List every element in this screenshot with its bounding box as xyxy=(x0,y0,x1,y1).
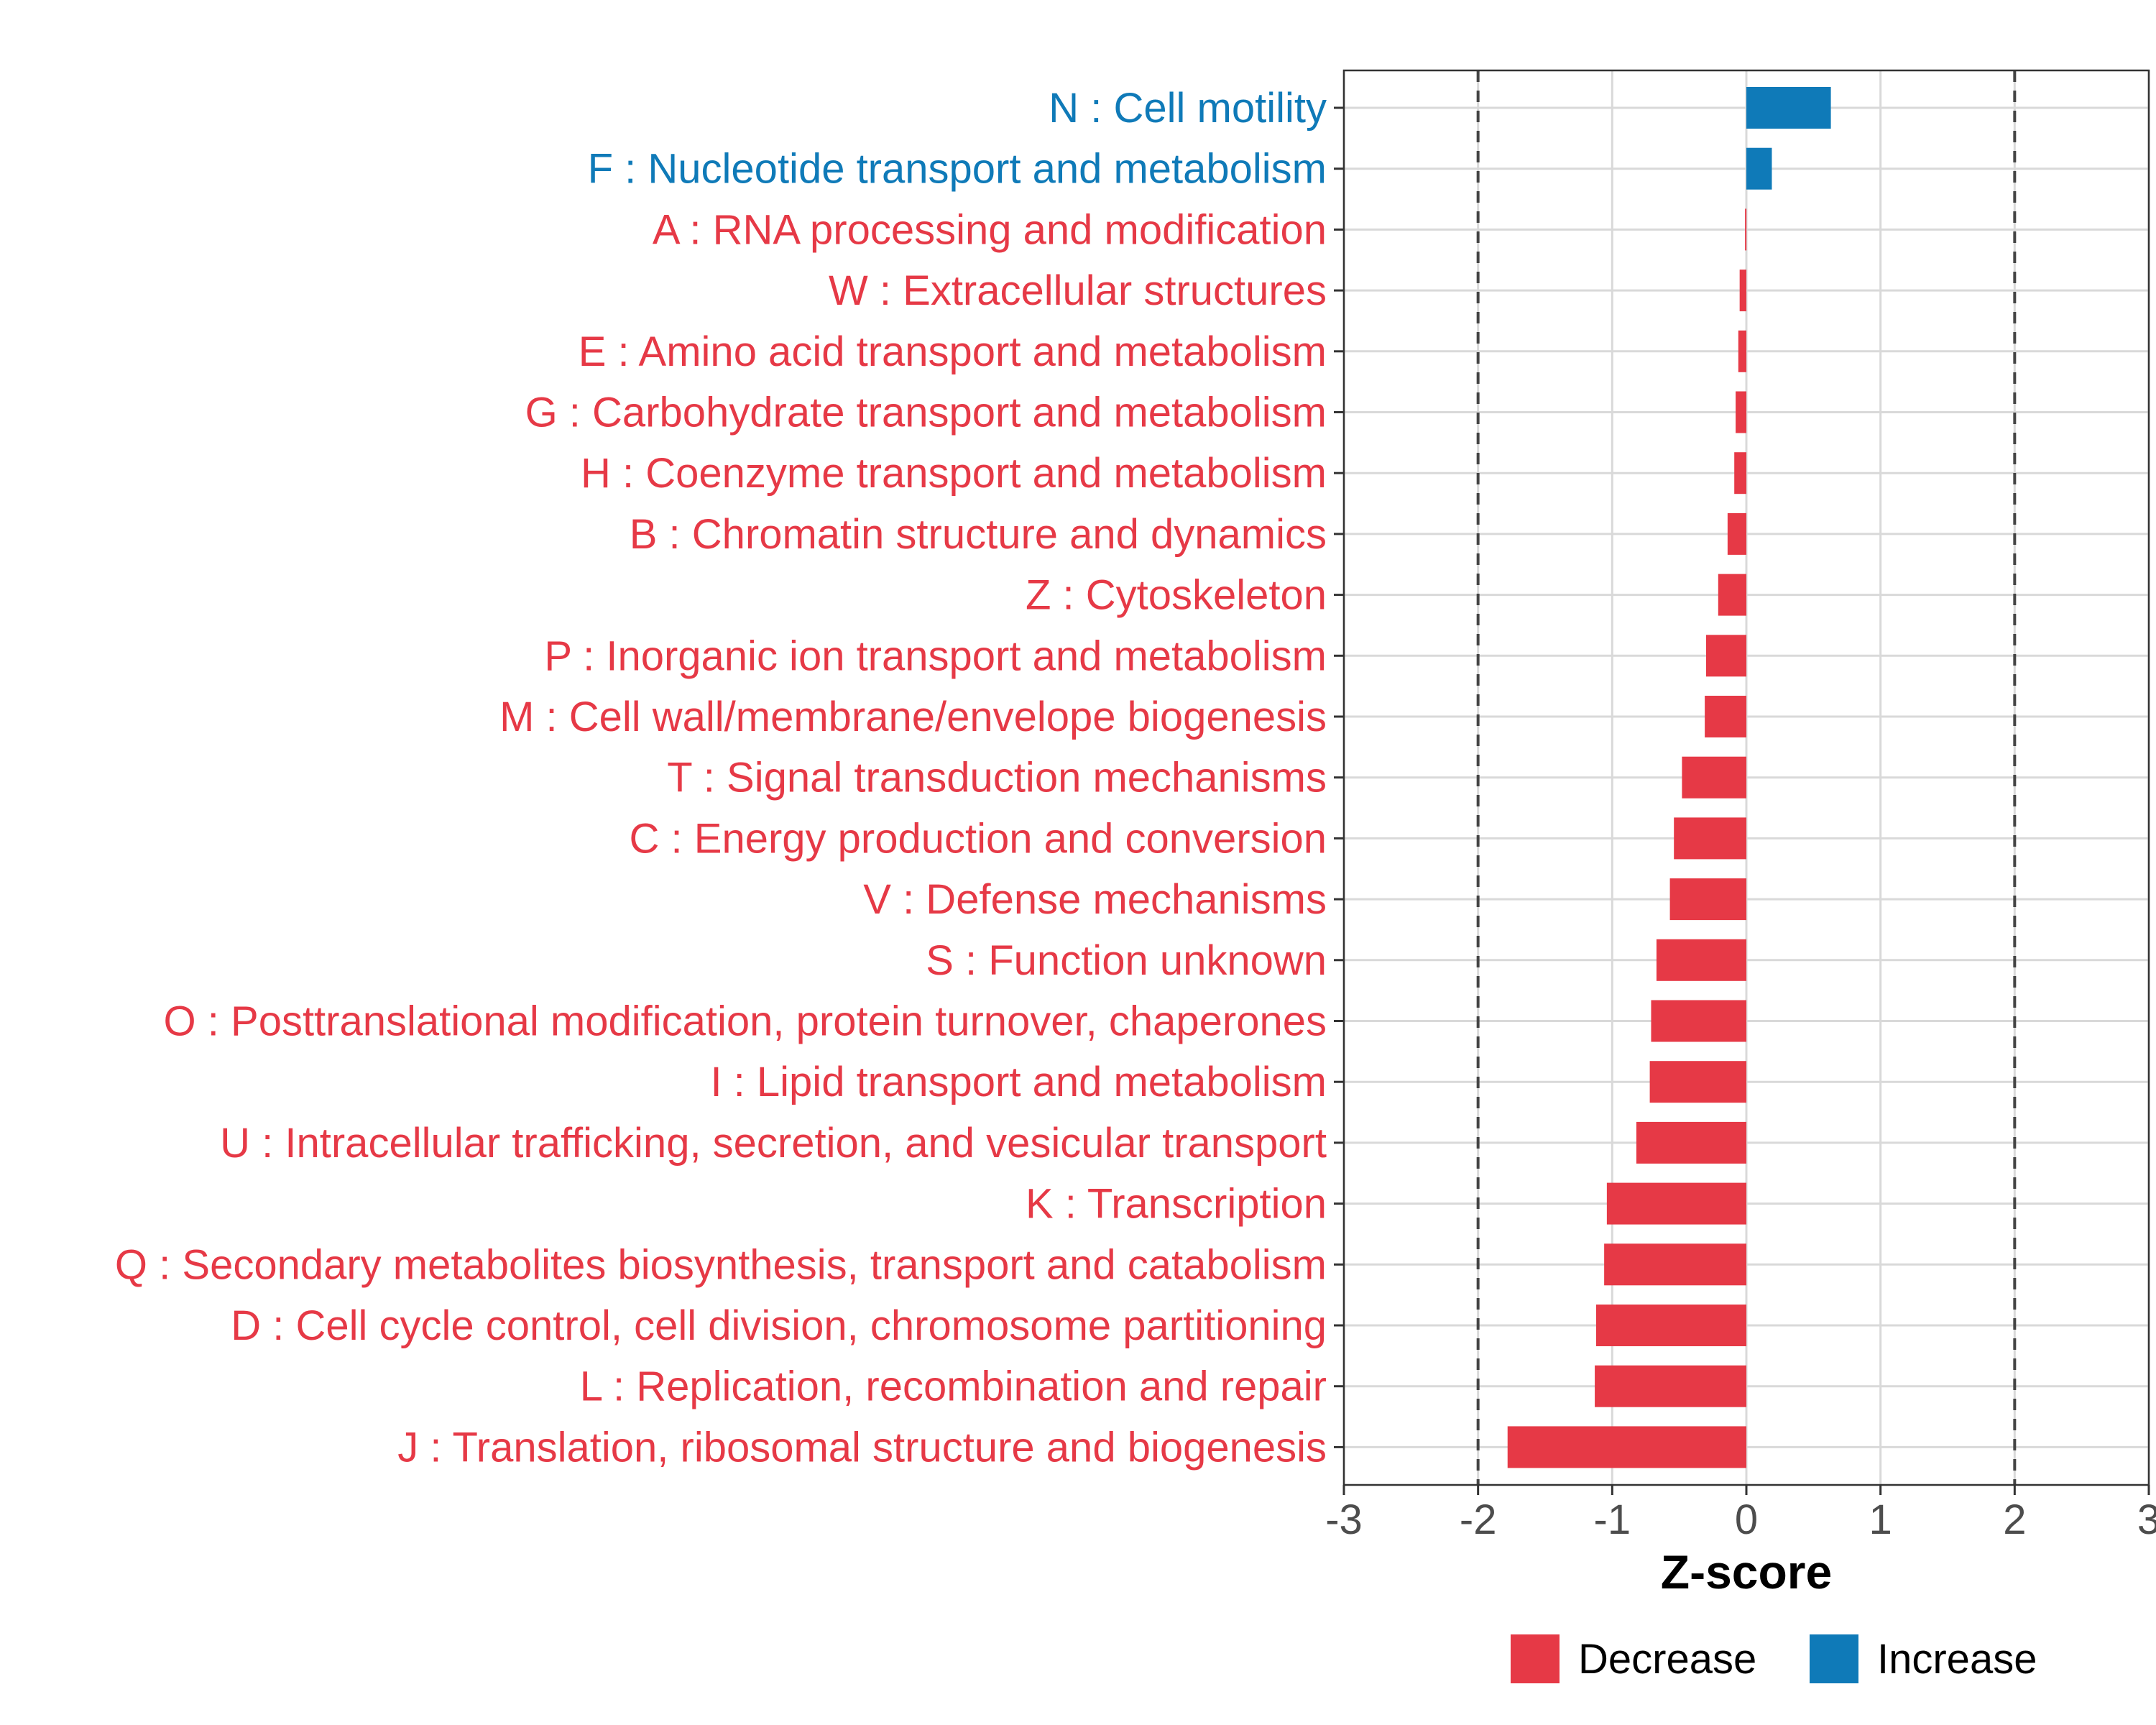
category-label: P : Inorganic ion transport and metaboli… xyxy=(544,632,1327,679)
category-label: O : Posttranslational modification, prot… xyxy=(164,998,1327,1045)
bar xyxy=(1636,1121,1746,1164)
bar xyxy=(1734,452,1746,494)
x-tick-label: -2 xyxy=(1460,1496,1497,1543)
bar xyxy=(1595,1365,1746,1407)
category-label: E : Amino acid transport and metabolism xyxy=(579,328,1327,375)
category-label: C : Energy production and conversion xyxy=(630,815,1327,862)
category-label: I : Lipid transport and metabolism xyxy=(710,1059,1327,1105)
category-label: K : Transcription xyxy=(1026,1181,1327,1228)
bar xyxy=(1656,939,1746,981)
bar xyxy=(1649,1061,1746,1103)
bar xyxy=(1736,391,1746,433)
category-label: D : Cell cycle control, cell division, c… xyxy=(231,1302,1327,1349)
category-label: B : Chromatin structure and dynamics xyxy=(630,511,1327,558)
reference-lines xyxy=(1476,70,2017,1485)
bar-layer xyxy=(1507,87,1831,1468)
bar xyxy=(1606,1182,1746,1225)
category-label: M : Cell wall/membrane/envelope biogenes… xyxy=(499,694,1327,740)
x-axis-ticks: -3 -2 -1 0 1 2 3 xyxy=(1325,1485,2156,1543)
category-label: W : Extracellular structures xyxy=(829,267,1327,314)
category-label: F : Nucleotide transport and metabolism xyxy=(588,146,1327,193)
x-tick-label: -3 xyxy=(1325,1496,1363,1543)
x-tick-label: -1 xyxy=(1594,1496,1631,1543)
y-axis-ticks xyxy=(1334,106,1344,1448)
category-label: A : RNA processing and modification xyxy=(653,206,1327,253)
bar xyxy=(1705,696,1746,737)
bar xyxy=(1669,878,1746,921)
bar xyxy=(1507,1426,1746,1468)
legend-key xyxy=(1511,1634,1560,1683)
bar xyxy=(1674,817,1746,860)
category-label: T : Signal transduction mechanisms xyxy=(667,755,1327,801)
category-label: J : Translation, ribosomal structure and… xyxy=(397,1424,1327,1471)
bar xyxy=(1727,512,1746,555)
bar xyxy=(1738,330,1746,372)
legend: Decrease Increase xyxy=(1511,1634,2037,1683)
category-label: G : Carbohydrate transport and metabolis… xyxy=(525,390,1327,436)
bar xyxy=(1739,270,1746,312)
bar xyxy=(1745,208,1747,251)
category-label: V : Defense mechanisms xyxy=(863,876,1327,923)
category-label: S : Function unknown xyxy=(926,937,1327,984)
category-label: U : Intracellular trafficking, secretion… xyxy=(220,1120,1327,1167)
x-tick-label: 3 xyxy=(2137,1496,2156,1543)
category-label: Z : Cytoskeleton xyxy=(1026,572,1327,619)
legend-key xyxy=(1810,1634,1858,1683)
x-tick-label: 0 xyxy=(1735,1496,1758,1543)
bar xyxy=(1604,1243,1746,1286)
legend-label: Increase xyxy=(1877,1636,2037,1683)
bar xyxy=(1746,147,1772,190)
category-label: H : Coenzyme transport and metabolism xyxy=(581,450,1327,497)
legend-label: Decrease xyxy=(1578,1636,1756,1683)
bar xyxy=(1706,635,1746,677)
category-label: N : Cell motility xyxy=(1049,85,1327,132)
category-label: L : Replication, recombination and repai… xyxy=(580,1363,1327,1410)
x-tick-label: 2 xyxy=(2003,1496,2026,1543)
x-axis-title: Z-score xyxy=(1661,1545,1832,1598)
bar xyxy=(1651,1000,1746,1042)
bar xyxy=(1595,1305,1746,1346)
x-tick-label: 1 xyxy=(1869,1496,1892,1543)
bar xyxy=(1718,574,1746,616)
bar xyxy=(1746,87,1831,129)
category-labels: N : Cell motility F : Nucleotide transpor… xyxy=(115,85,1327,1471)
bar xyxy=(1682,756,1746,799)
category-label: Q : Secondary metabolites biosynthesis, … xyxy=(115,1241,1327,1288)
